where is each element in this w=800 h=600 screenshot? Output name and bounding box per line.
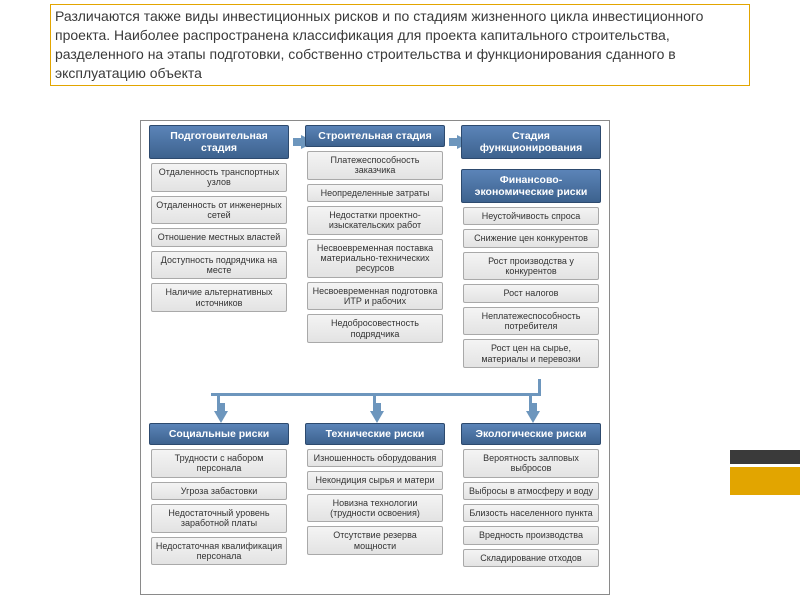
accent-bar-dark [730, 450, 800, 464]
sub-risk-header: Финансово-экономические риски [461, 169, 601, 203]
risk-item: Изношенность оборудования [307, 449, 443, 467]
description-box: Различаются также виды инвестиционных ри… [50, 4, 750, 86]
arrow-down-2 [370, 411, 384, 423]
risk-item: Выбросы в атмосферу и воду [463, 482, 599, 500]
risk-item: Вероятность залповых выбросов [463, 449, 599, 478]
stage-item: Наличие альтернативных источников [151, 283, 287, 312]
accent-bar-gold [730, 467, 800, 495]
stage-col-2: Стадия функционирования Финансово-эконом… [458, 125, 604, 368]
stage-item: Несвоевременная поставка материально-тех… [307, 239, 443, 278]
connector-v1 [217, 393, 220, 403]
stage-item: Недобросовестность подрядчика [307, 314, 443, 343]
stage-item: Снижение цен конкурентов [463, 229, 599, 247]
stage-col-1: Строительная стадия Платежеспособность з… [302, 125, 448, 368]
stage-item: Платежеспособность заказчика [307, 151, 443, 180]
stage-item: Рост налогов [463, 284, 599, 302]
stage-item: Рост цен на сырье, материалы и перевозки [463, 339, 599, 368]
risk-item: Близость населенного пункта [463, 504, 599, 522]
stage-item: Отношение местных властей [151, 228, 287, 246]
stage-item: Доступность подрядчика на месте [151, 251, 287, 280]
risk-item: Недостаточная квалификация персонала [151, 537, 287, 566]
connector-v2 [373, 393, 376, 403]
connector-v-up [538, 379, 541, 393]
risk-header: Социальные риски [149, 423, 289, 445]
stage-item: Недостатки проектно-изыскательских работ [307, 206, 443, 235]
connector-v3 [529, 393, 532, 403]
arrow-down-3 [526, 411, 540, 423]
stage-item: Отдаленность транспортных узлов [151, 163, 287, 192]
arrow-down-1 [214, 411, 228, 423]
risk-item: Вредность производства [463, 526, 599, 544]
risk-item: Некондиция сырья и матери [307, 471, 443, 489]
stage-item: Неустойчивость спроса [463, 207, 599, 225]
stage-item: Отдаленность от инженерных сетей [151, 196, 287, 225]
stages-row: Подготовительная стадия Отдаленность тра… [141, 125, 609, 368]
risk-item: Новизна технологии (трудности освоения) [307, 494, 443, 523]
risk-item: Угроза забастовки [151, 482, 287, 500]
stage-item: Неопределенные затраты [307, 184, 443, 202]
risk-col-1: Технические риски Изношенность оборудова… [302, 423, 448, 567]
stage-item: Неплатежеспособность потребителя [463, 307, 599, 336]
stage-header: Стадия функционирования [461, 125, 601, 159]
risk-col-2: Экологические риски Вероятность залповых… [458, 423, 604, 567]
risk-item: Трудности с набором персонала [151, 449, 287, 478]
risk-item: Складирование отходов [463, 549, 599, 567]
stage-col-0: Подготовительная стадия Отдаленность тра… [146, 125, 292, 368]
stage-item: Рост производства у конкурентов [463, 252, 599, 281]
risk-header: Экологические риски [461, 423, 601, 445]
stage-header: Строительная стадия [305, 125, 445, 147]
risk-col-0: Социальные риски Трудности с набором пер… [146, 423, 292, 567]
risk-diagram: Подготовительная стадия Отдаленность тра… [140, 120, 610, 595]
stage-header: Подготовительная стадия [149, 125, 289, 159]
risk-header: Технические риски [305, 423, 445, 445]
lower-risks-row: Социальные риски Трудности с набором пер… [141, 423, 609, 567]
risk-item: Недостаточный уровень заработной платы [151, 504, 287, 533]
stage-item: Несвоевременная подготовка ИТР и рабочих [307, 282, 443, 311]
connector-h [211, 393, 541, 396]
description-text: Различаются также виды инвестиционных ри… [55, 8, 703, 81]
risk-item: Отсутствие резерва мощности [307, 526, 443, 555]
